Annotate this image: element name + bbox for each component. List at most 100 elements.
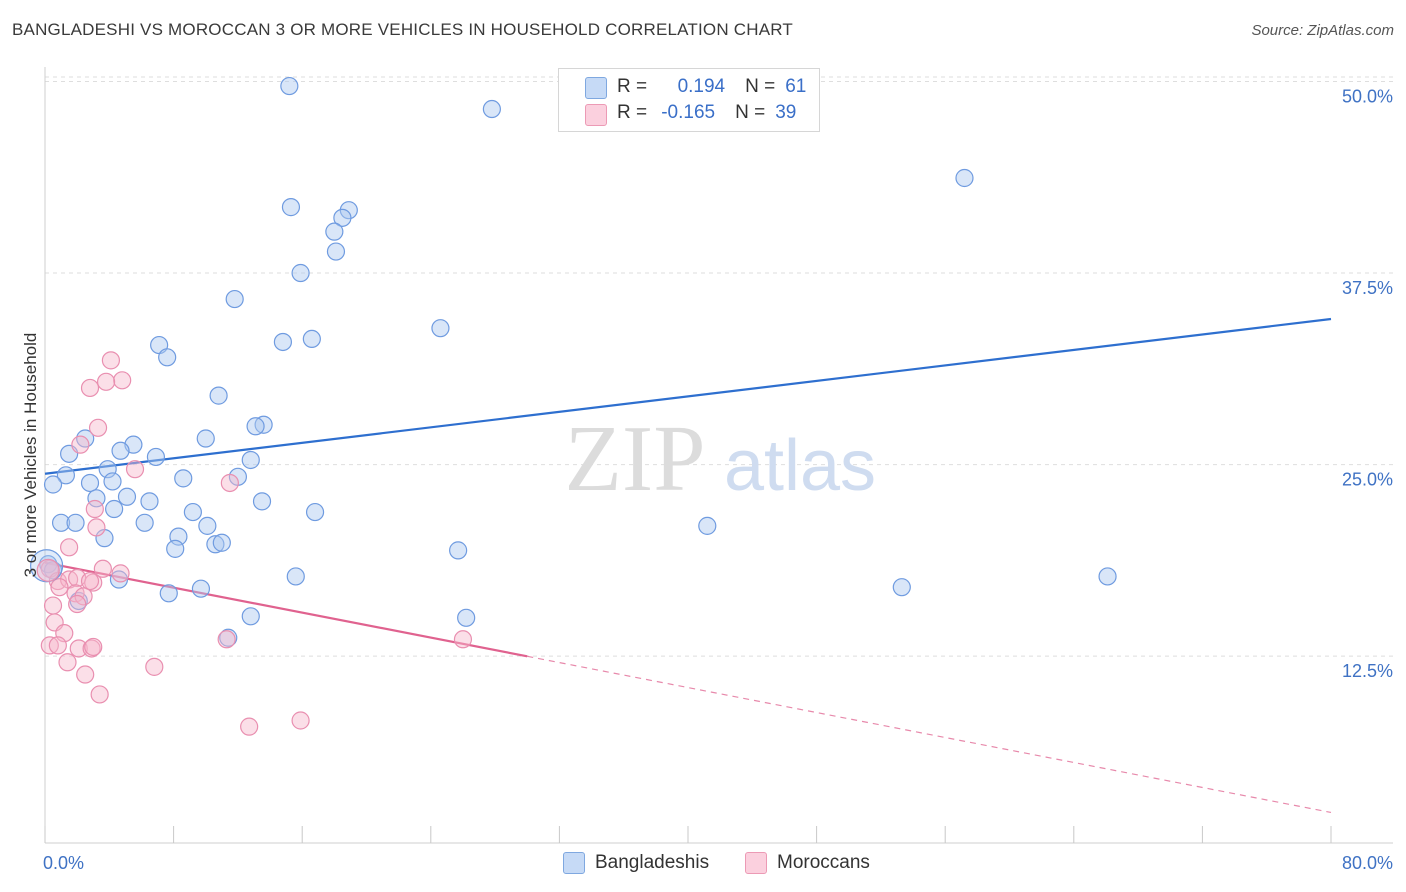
- point-moroccan: [87, 518, 106, 537]
- n-value: 39: [775, 102, 797, 123]
- stats-swatch-bangladeshis: [585, 77, 607, 99]
- y-tick-label: 37.5%: [1342, 278, 1393, 298]
- point-bangladeshi: [431, 319, 450, 338]
- y-tick-label: 12.5%: [1342, 661, 1393, 681]
- point-bangladeshi: [103, 472, 122, 491]
- point-moroccan: [93, 559, 112, 578]
- x-tick-label: 0.0%: [43, 853, 84, 873]
- point-bangladeshi: [191, 579, 211, 598]
- stats-swatch-moroccans: [585, 104, 607, 126]
- y-tick-label: 50.0%: [1342, 86, 1393, 106]
- legend-item-bangladeshis[interactable]: Bangladeshis: [563, 852, 709, 874]
- data-points: [30, 76, 1117, 736]
- point-bangladeshi: [105, 499, 124, 519]
- point-bangladeshi: [241, 450, 260, 470]
- point-bangladeshi: [109, 570, 129, 589]
- point-moroccan: [43, 596, 63, 615]
- point-bangladeshi: [280, 76, 299, 96]
- point-bangladeshi: [281, 198, 301, 217]
- point-bangladeshi: [326, 242, 346, 261]
- r-value: -0.165: [661, 102, 716, 123]
- point-bangladeshi: [286, 567, 305, 586]
- point-bangladeshi: [209, 386, 228, 405]
- x-tick-label: 80.0%: [1342, 853, 1393, 873]
- trend-lines: [44, 317, 1332, 814]
- point-bangladeshi: [273, 332, 293, 352]
- point-bangladeshi: [302, 329, 321, 349]
- point-bangladeshi: [43, 475, 63, 494]
- chart-source: Source: ZipAtlas.com: [1251, 22, 1394, 39]
- legend-label: Moroccans: [777, 852, 870, 873]
- point-moroccan: [80, 571, 100, 591]
- point-moroccan: [71, 435, 90, 454]
- point-bangladeshi: [449, 541, 468, 560]
- point-moroccan: [220, 473, 239, 493]
- point-bangladeshi: [158, 348, 177, 367]
- point-bangladeshi: [325, 222, 344, 241]
- point-moroccan: [68, 594, 87, 614]
- stats-row-bangladeshis: R = 0.194 N = 61: [617, 74, 806, 100]
- point-moroccan: [88, 418, 108, 437]
- point-bangladeshi: [51, 513, 71, 532]
- point-bangladeshi: [56, 466, 75, 485]
- point-bangladeshi: [183, 502, 202, 522]
- watermark-atlas: atlas: [724, 426, 876, 506]
- point-moroccan: [113, 371, 132, 390]
- legend-swatch-bangladeshis: [563, 852, 585, 874]
- point-bangladeshi: [333, 208, 352, 227]
- stats-row-moroccans: R = -0.165 N = 39: [617, 100, 796, 126]
- point-moroccan: [80, 378, 100, 398]
- point-bangladeshi: [80, 473, 100, 493]
- y-axis-title: 3 or more Vehicles in Household: [21, 333, 40, 578]
- trendline-bangladeshis: [44, 317, 1332, 475]
- point-moroccan: [453, 630, 473, 649]
- point-moroccan: [240, 717, 259, 736]
- point-moroccan: [60, 538, 79, 557]
- trendline-moroccans-extension: [527, 655, 1332, 814]
- point-moroccan: [145, 657, 164, 676]
- watermark: ZIP atlas: [565, 407, 877, 511]
- point-bangladeshi: [174, 469, 193, 488]
- r-label: R =: [617, 102, 648, 123]
- point-bangladeshi: [111, 441, 130, 460]
- point-bangladeshi: [305, 502, 325, 522]
- r-label: R =: [617, 76, 648, 97]
- n-label: N =: [745, 76, 776, 97]
- axes: 12.5% 25.0% 37.5% 50.0% 0.0% 80.0%: [43, 67, 1393, 873]
- point-bangladeshi: [198, 516, 217, 535]
- point-bangladeshi: [146, 447, 166, 467]
- point-moroccan: [50, 578, 69, 597]
- y-tick-label: 25.0%: [1342, 470, 1393, 490]
- point-moroccan: [111, 564, 130, 583]
- grid-lines: [45, 76, 1393, 657]
- point-moroccan: [48, 636, 67, 655]
- point-bangladeshi: [196, 429, 215, 448]
- point-bangladeshi: [252, 492, 272, 511]
- point-bangladeshi: [1098, 567, 1117, 586]
- point-moroccan: [217, 630, 236, 649]
- n-label: N =: [735, 102, 766, 123]
- point-moroccan: [58, 653, 77, 672]
- point-bangladeshi: [225, 289, 244, 309]
- point-bangladeshi: [457, 608, 476, 627]
- watermark-zip: ZIP: [565, 407, 706, 511]
- point-moroccan: [125, 460, 145, 479]
- legend-item-moroccans[interactable]: Moroccans: [745, 852, 870, 874]
- point-bangladeshi: [117, 487, 137, 506]
- point-bangladeshi: [212, 533, 231, 552]
- point-bangladeshi: [66, 513, 85, 532]
- n-value: 61: [785, 76, 807, 97]
- point-bangladeshi: [140, 492, 159, 511]
- chart-title: BANGLADESHI VS MOROCCAN 3 OR MORE VEHICL…: [12, 20, 793, 39]
- point-bangladeshi: [291, 263, 310, 283]
- point-moroccan: [76, 665, 95, 684]
- point-bangladeshi: [892, 578, 911, 597]
- point-moroccan: [85, 499, 104, 519]
- point-moroccan: [36, 558, 60, 582]
- point-bangladeshi: [955, 168, 974, 188]
- point-bangladeshi: [166, 539, 185, 558]
- point-bangladeshi: [159, 584, 178, 603]
- point-moroccan: [96, 372, 116, 391]
- point-moroccan: [101, 351, 121, 370]
- point-bangladeshi: [482, 99, 501, 119]
